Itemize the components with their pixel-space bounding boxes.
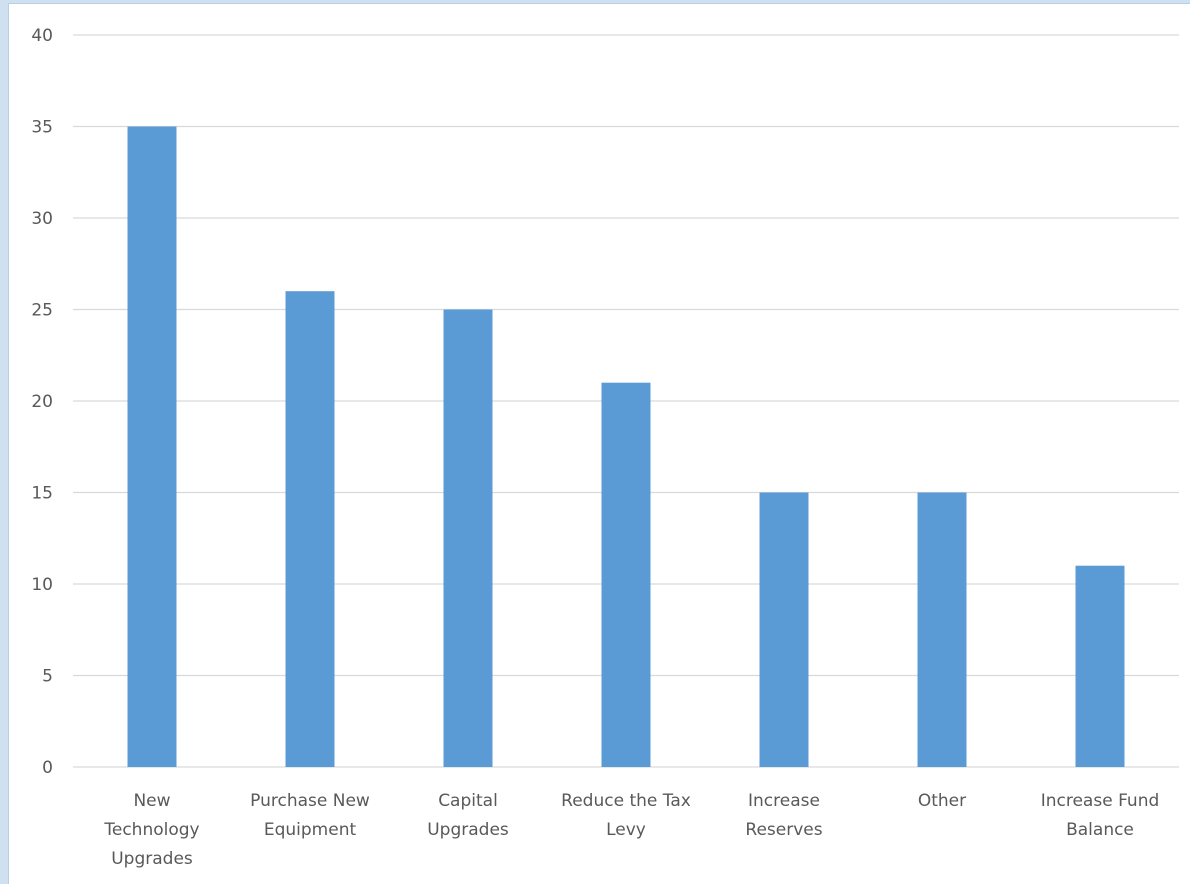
x-category-label-line: Upgrades xyxy=(111,849,193,869)
x-axis-labels: New Technology Upgrades Purchase New Equipme… xyxy=(103,791,1159,869)
x-category-label: New Technology Upgrades xyxy=(103,791,199,869)
bar xyxy=(1075,565,1125,767)
x-category-label-line: Reduce the Tax xyxy=(561,791,691,811)
x-category-label-line: Increase Fund xyxy=(1041,791,1160,811)
y-axis-ticks: 0 5 10 15 20 25 30 35 40 xyxy=(31,26,53,778)
x-category-label: Increase Reserves xyxy=(745,791,822,840)
bar xyxy=(759,492,809,767)
x-category-label-line: Equipment xyxy=(264,820,357,840)
x-category-label-line: Purchase New xyxy=(250,791,370,811)
bar xyxy=(917,492,967,767)
x-category-label-line: New xyxy=(133,791,170,811)
x-category-label-line: Reserves xyxy=(745,820,822,840)
x-category-label: Reduce the Tax Levy xyxy=(561,791,691,840)
y-tick-label: 10 xyxy=(31,575,53,595)
x-category-label: Capital Upgrades xyxy=(427,791,509,840)
x-category-label: Purchase New Equipment xyxy=(250,791,370,840)
bar xyxy=(443,309,493,767)
y-tick-label: 40 xyxy=(31,26,53,46)
x-category-label-line: Balance xyxy=(1066,820,1134,840)
bar xyxy=(127,126,177,767)
y-tick-label: 30 xyxy=(31,209,53,229)
bar-chart: 0 5 10 15 20 25 30 35 40 New Technology Upgrades Pu… xyxy=(31,26,1179,869)
x-category-label-line: Capital xyxy=(438,791,498,811)
y-tick-label: 25 xyxy=(31,301,53,321)
x-category-label-line: Technology xyxy=(103,820,199,840)
x-category-label-line: Increase xyxy=(748,791,820,811)
chart-frame: 0 5 10 15 20 25 30 35 40 New Technology Upgrades Pu… xyxy=(8,3,1190,884)
x-category-label: Other xyxy=(918,791,966,811)
y-tick-label: 35 xyxy=(31,118,53,138)
x-category-label-line: Other xyxy=(918,791,966,811)
y-tick-label: 5 xyxy=(42,667,53,687)
y-tick-label: 15 xyxy=(31,484,53,504)
x-category-label-line: Levy xyxy=(606,820,646,840)
bar xyxy=(601,382,651,767)
bar xyxy=(285,291,335,767)
x-category-label-line: Upgrades xyxy=(427,820,509,840)
y-tick-label: 0 xyxy=(42,758,53,778)
bars xyxy=(127,126,1125,767)
x-category-label: Increase Fund Balance xyxy=(1041,791,1160,840)
y-tick-label: 20 xyxy=(31,392,53,412)
